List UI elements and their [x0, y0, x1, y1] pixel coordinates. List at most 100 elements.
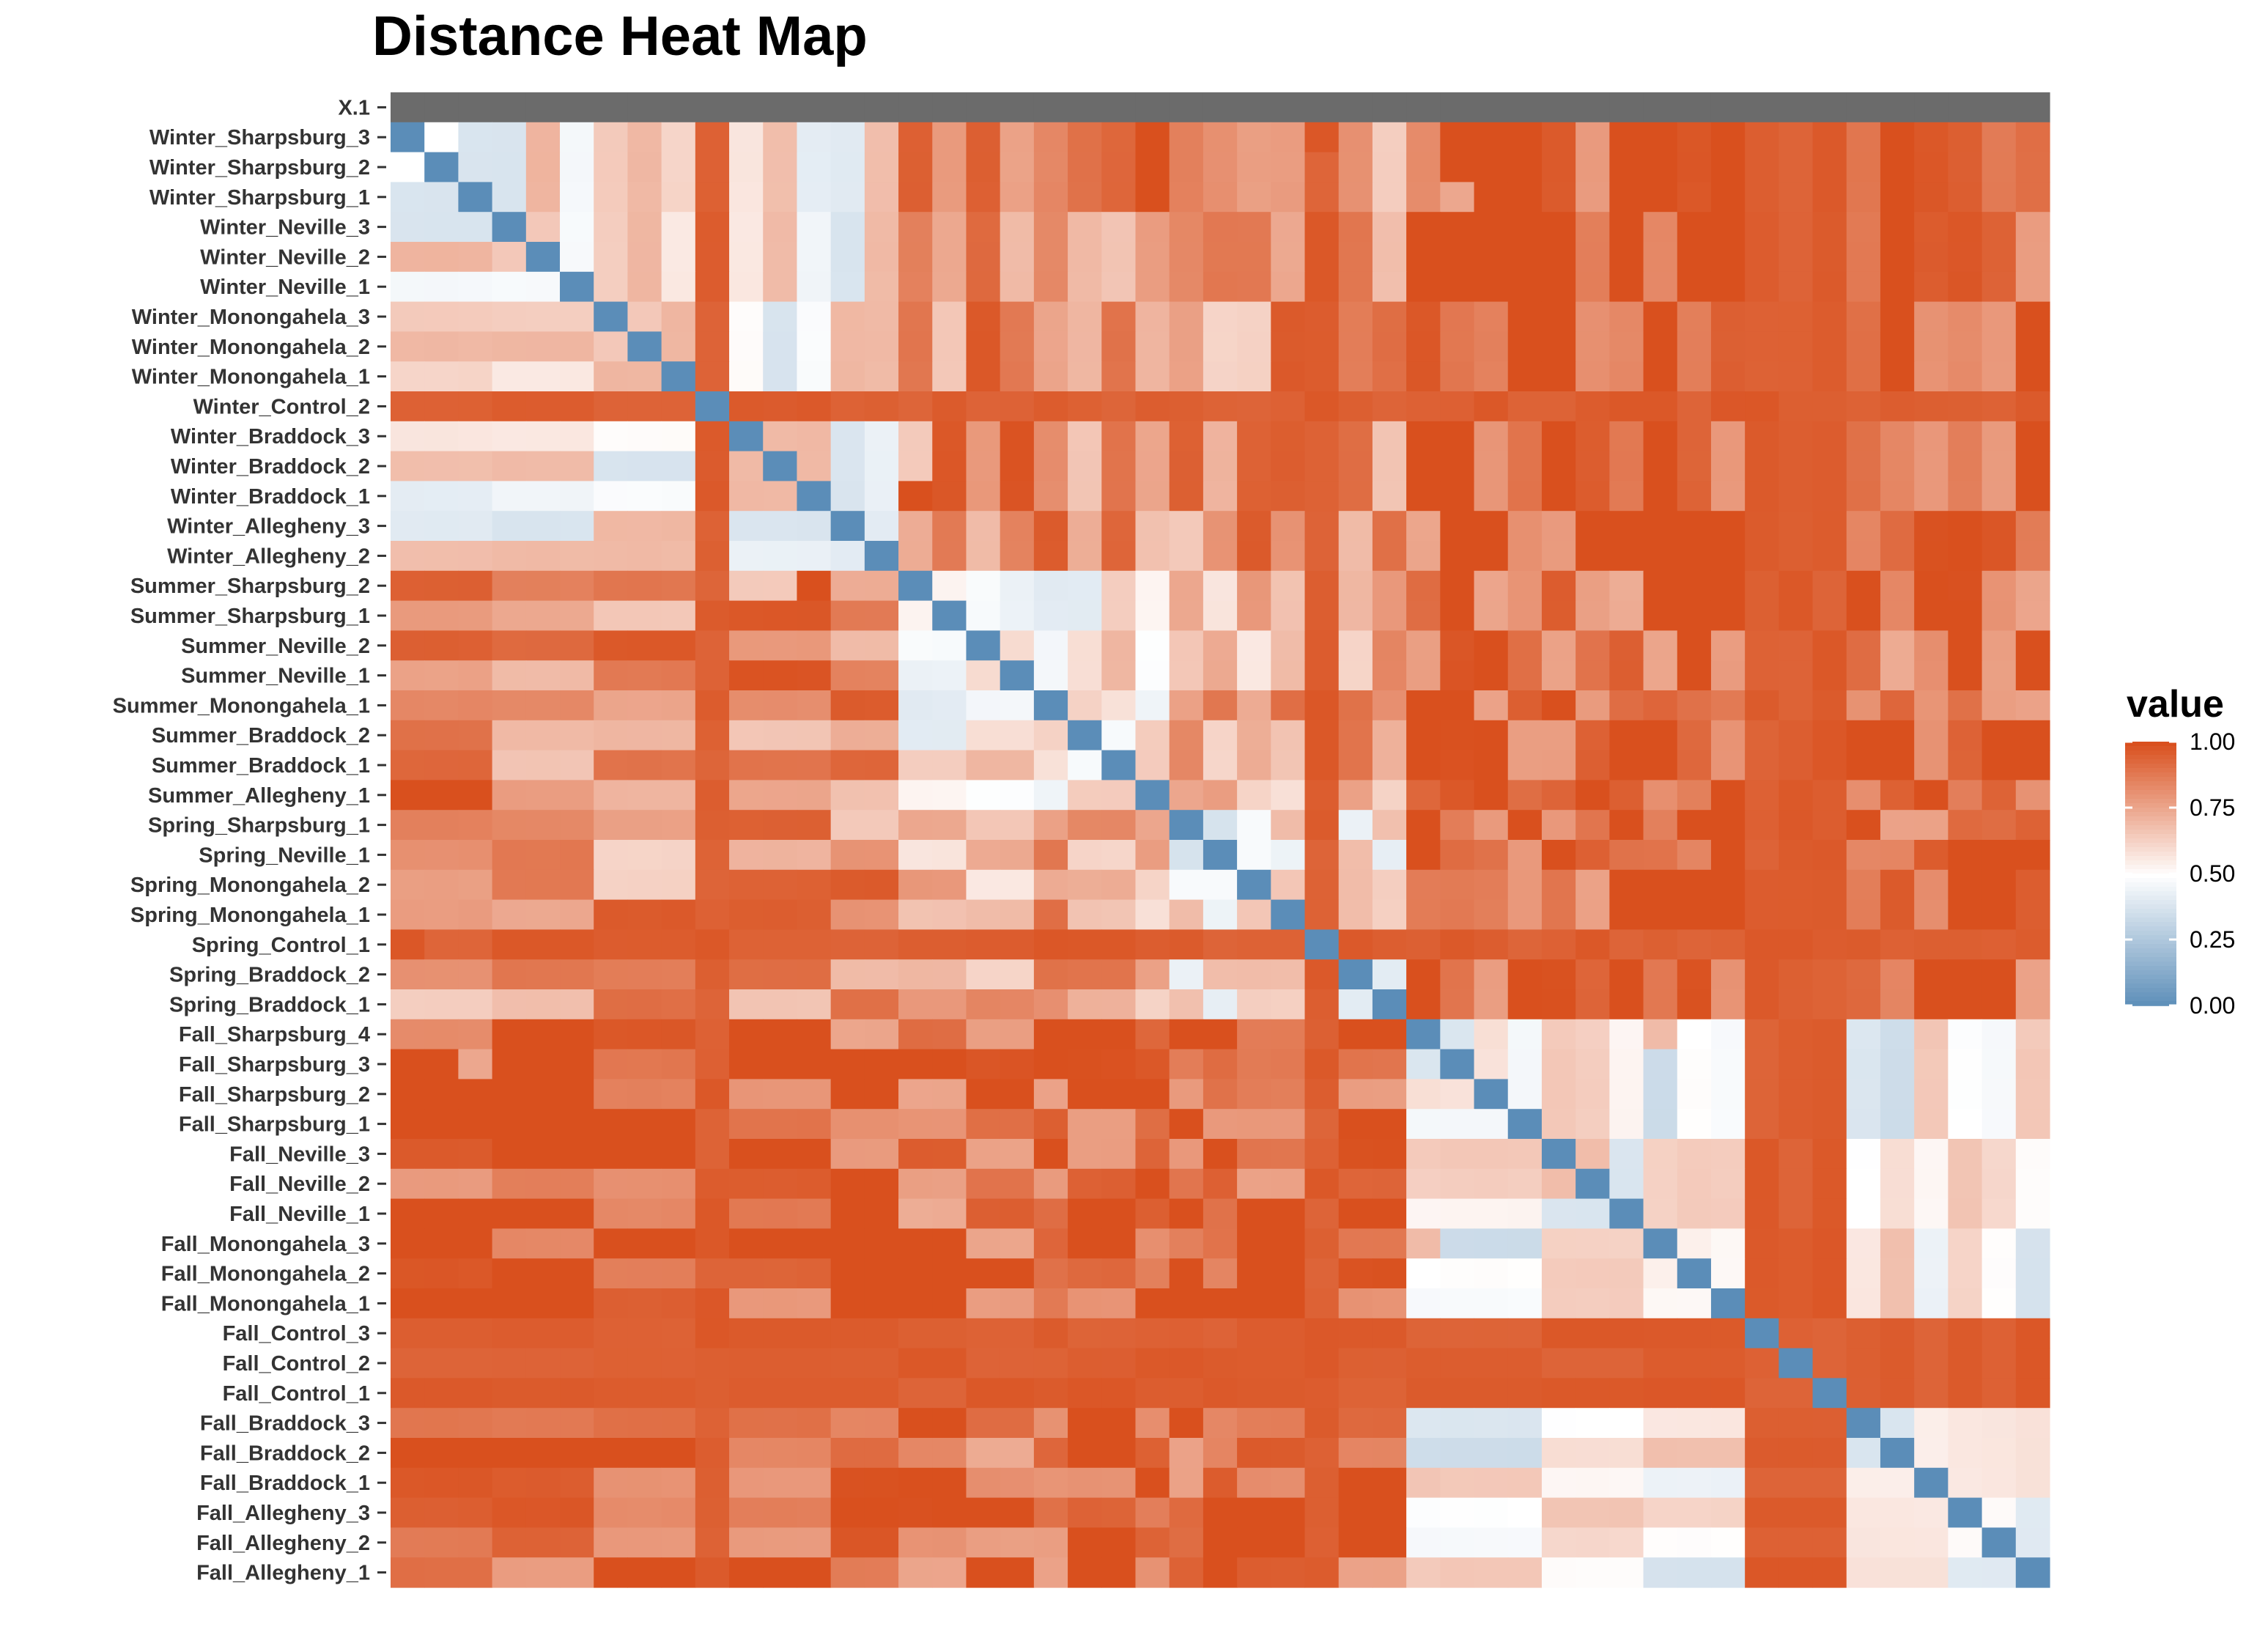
heatmap-cell	[1745, 1139, 1779, 1170]
heatmap-cell	[1135, 1049, 1170, 1080]
heatmap-cell	[560, 1258, 594, 1289]
heatmap-cell	[627, 840, 662, 871]
heatmap-cell	[763, 570, 798, 602]
heatmap-cell	[627, 1019, 662, 1050]
heatmap-cell	[458, 660, 493, 691]
heatmap-cell	[1541, 1557, 1576, 1588]
heatmap-cell	[1677, 959, 1712, 990]
heatmap-cell	[1812, 1497, 1847, 1528]
heatmap-cell	[525, 1408, 561, 1439]
heatmap-cell	[1304, 1079, 1340, 1110]
heatmap-cell	[492, 959, 527, 990]
heatmap-cell	[1000, 1109, 1035, 1140]
heatmap-cell	[695, 1019, 730, 1050]
heatmap-cell	[1643, 570, 1678, 602]
row-label: Winter_Braddock_2	[171, 455, 370, 479]
heatmap-cell	[391, 1318, 425, 1349]
legend-colorbar-segment	[2125, 755, 2176, 760]
heatmap-cell	[1101, 271, 1137, 303]
heatmap-cell	[1507, 1348, 1543, 1379]
heatmap-cell	[1507, 750, 1543, 780]
heatmap-cell	[1203, 301, 1238, 332]
heatmap-cell	[1101, 242, 1137, 273]
row-label: Fall_Allegheny_3	[196, 1502, 370, 1525]
heatmap-cell	[458, 1079, 493, 1110]
heatmap-cell	[1135, 1139, 1170, 1170]
heatmap-cell	[1406, 1258, 1441, 1289]
heatmap-cell	[966, 720, 1001, 751]
heatmap-cell	[1507, 1049, 1543, 1080]
heatmap-cell	[1677, 1168, 1712, 1200]
heatmap-cell	[594, 899, 629, 930]
heatmap-cell	[560, 810, 594, 841]
heatmap-cell	[1338, 1348, 1373, 1379]
heatmap-cell	[1033, 690, 1068, 721]
heatmap-cell	[1914, 391, 1949, 422]
heatmap-cell	[1237, 1139, 1271, 1170]
heatmap-cell	[1948, 122, 1983, 153]
heatmap-cell	[594, 301, 629, 332]
heatmap-cell	[1745, 511, 1779, 542]
heatmap-cell	[1880, 271, 1915, 303]
heatmap-cell	[1643, 600, 1678, 631]
heatmap-cell	[525, 1228, 561, 1259]
heatmap-cell	[1338, 1467, 1373, 1499]
heatmap-cell	[797, 810, 832, 841]
heatmap-cell	[932, 122, 967, 153]
heatmap-cell	[1846, 481, 1881, 512]
heatmap-cell	[1778, 750, 1814, 780]
heatmap-cell	[763, 780, 798, 811]
heatmap-cell	[560, 1198, 594, 1229]
heatmap-cell	[1304, 1438, 1340, 1469]
heatmap-cell	[1271, 929, 1306, 960]
heatmap-cell	[594, 541, 629, 572]
heatmap-cell	[1745, 1228, 1779, 1259]
heatmap-cell	[1237, 1079, 1271, 1110]
heatmap-cell	[1812, 331, 1847, 362]
heatmap-cell	[729, 840, 764, 871]
heatmap-cell	[1914, 1497, 1949, 1528]
heatmap-cell	[695, 780, 730, 811]
heatmap-cell	[2015, 212, 2050, 243]
heatmap-cell	[458, 391, 493, 422]
heatmap-cell	[1948, 1378, 1983, 1409]
heatmap-cell	[1372, 869, 1407, 901]
heatmap-cell	[1812, 780, 1847, 811]
heatmap-cell	[729, 1168, 764, 1200]
heatmap-cell	[1812, 1198, 1847, 1229]
heatmap-cell	[1135, 1288, 1170, 1319]
heatmap-cell	[797, 1467, 832, 1499]
heatmap-cell	[1914, 1288, 1949, 1319]
heatmap-cell	[1372, 1079, 1407, 1110]
heatmap-cell	[2015, 720, 2050, 751]
heatmap-cell	[1338, 630, 1373, 661]
row-label: Winter_Allegheny_2	[167, 545, 370, 568]
heatmap-cell	[1812, 1408, 1847, 1439]
heatmap-cell	[864, 570, 899, 602]
heatmap-cell	[594, 1557, 629, 1588]
heatmap-cell	[1033, 720, 1068, 751]
heatmap-cell	[1541, 481, 1576, 512]
heatmap-cell	[830, 421, 865, 452]
heatmap-cell	[966, 212, 1001, 243]
heatmap-cell	[1135, 212, 1170, 243]
heatmap-cell	[898, 1079, 933, 1110]
heatmap-cell	[627, 1079, 662, 1110]
heatmap-cell	[1914, 122, 1949, 153]
legend-tick-label: 0.25	[2190, 926, 2235, 953]
heatmap-cell	[1135, 1527, 1170, 1558]
heatmap-cell	[1068, 1019, 1102, 1050]
heatmap-cell	[1507, 301, 1543, 332]
heatmap-cell	[1271, 391, 1306, 422]
heatmap-cell	[1880, 1049, 1915, 1080]
heatmap-cell	[1541, 600, 1576, 631]
heatmap-cell	[391, 1467, 425, 1499]
heatmap-cell	[1812, 810, 1847, 841]
heatmap-cell	[864, 451, 899, 481]
heatmap-cell	[661, 361, 696, 392]
heatmap-cell	[1372, 929, 1407, 960]
heatmap-cell	[1033, 570, 1068, 602]
heatmap-cell	[560, 750, 594, 780]
heatmap-cell	[1000, 959, 1035, 990]
heatmap-cell	[1101, 1318, 1137, 1349]
